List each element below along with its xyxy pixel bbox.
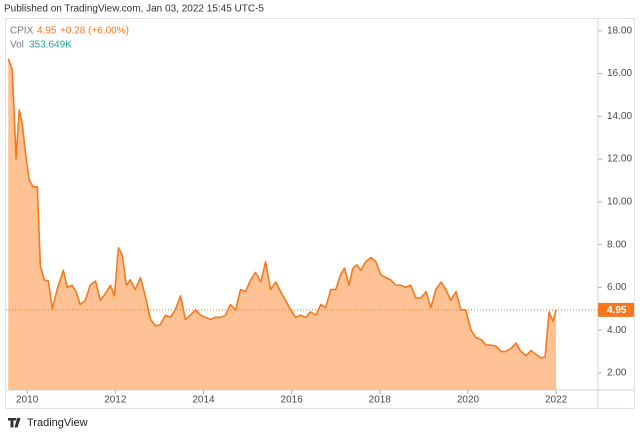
price-area <box>8 58 557 391</box>
legend-change: +0.28 (+6.00%) <box>60 26 129 37</box>
x-tick-label: 2010 <box>16 395 39 406</box>
chart-frame <box>5 18 635 409</box>
y-tick-label: 18.00 <box>607 25 632 36</box>
published-header: Published on TradingView.com, Jan 03, 20… <box>4 4 264 15</box>
legend-last: 4.95 <box>37 26 57 37</box>
legend-volume-label: Vol <box>10 40 24 51</box>
y-tick-label: 10.00 <box>607 197 632 208</box>
y-tick-label: 16.00 <box>607 68 632 79</box>
tradingview-logo <box>8 418 21 428</box>
y-tick-label: 6.00 <box>607 282 627 293</box>
footer-brand: TradingView <box>27 417 88 429</box>
y-tick-label: 2.00 <box>607 368 627 379</box>
legend-symbol: CPIX <box>10 26 34 37</box>
y-tick-label: 12.00 <box>607 154 632 165</box>
x-tick-label: 2012 <box>104 395 127 406</box>
plot: 2.00 4.00 6.00 8.00 10.00 12.00 14.00 16.00 18.0… <box>6 18 634 408</box>
y-tick-label: 8.00 <box>607 239 627 250</box>
x-tick-label: 2020 <box>457 395 480 406</box>
y-tick-label: 4.00 <box>607 325 627 336</box>
y-tick-label: 14.00 <box>607 111 632 122</box>
x-tick-label: 2018 <box>369 395 392 406</box>
x-tick-label: 2022 <box>545 395 568 406</box>
x-tick-label: 2016 <box>281 395 304 406</box>
last-price-label: 4.95 <box>607 305 627 316</box>
legend-volume: 353.649K <box>29 40 72 51</box>
x-tick-label: 2014 <box>192 395 215 406</box>
price-line <box>7 58 557 359</box>
last-price-box <box>598 302 634 317</box>
